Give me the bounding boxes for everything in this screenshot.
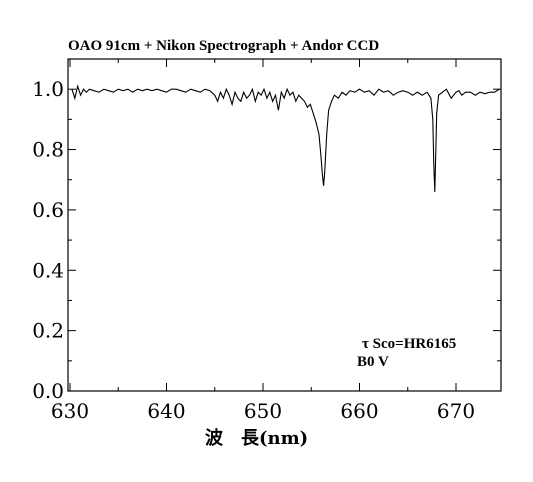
spectral-type-label: B0 V <box>357 354 389 370</box>
x-tick-label: 660 <box>340 399 378 423</box>
plot-frame <box>67 58 502 392</box>
axis-tick-labels: 630 640 650 660 670 0.0 0.2 0.4 0.6 0.8 1.0 <box>32 77 475 423</box>
chart-title: OAO 91cm + Nikon Spectrograph + Andor CC… <box>68 38 379 54</box>
x-axis-label: 波 長(nm) <box>205 427 308 449</box>
y-tick-label: 0.2 <box>32 319 64 343</box>
x-tick-label: 670 <box>437 399 475 423</box>
x-tick-label: 630 <box>51 399 89 423</box>
y-tick-label: 0.4 <box>32 258 64 282</box>
star-name-label: τ Sco=HR6165 <box>362 336 456 352</box>
y-tick-label: 0.0 <box>32 379 64 403</box>
spectrum-line <box>71 84 500 192</box>
y-tick-label: 0.6 <box>32 198 64 222</box>
axis-ticks <box>68 58 501 392</box>
x-tick-label: 640 <box>147 399 185 423</box>
y-tick-label: 0.8 <box>32 138 64 162</box>
x-tick-label: 650 <box>244 399 282 423</box>
y-tick-label: 1.0 <box>32 77 64 101</box>
